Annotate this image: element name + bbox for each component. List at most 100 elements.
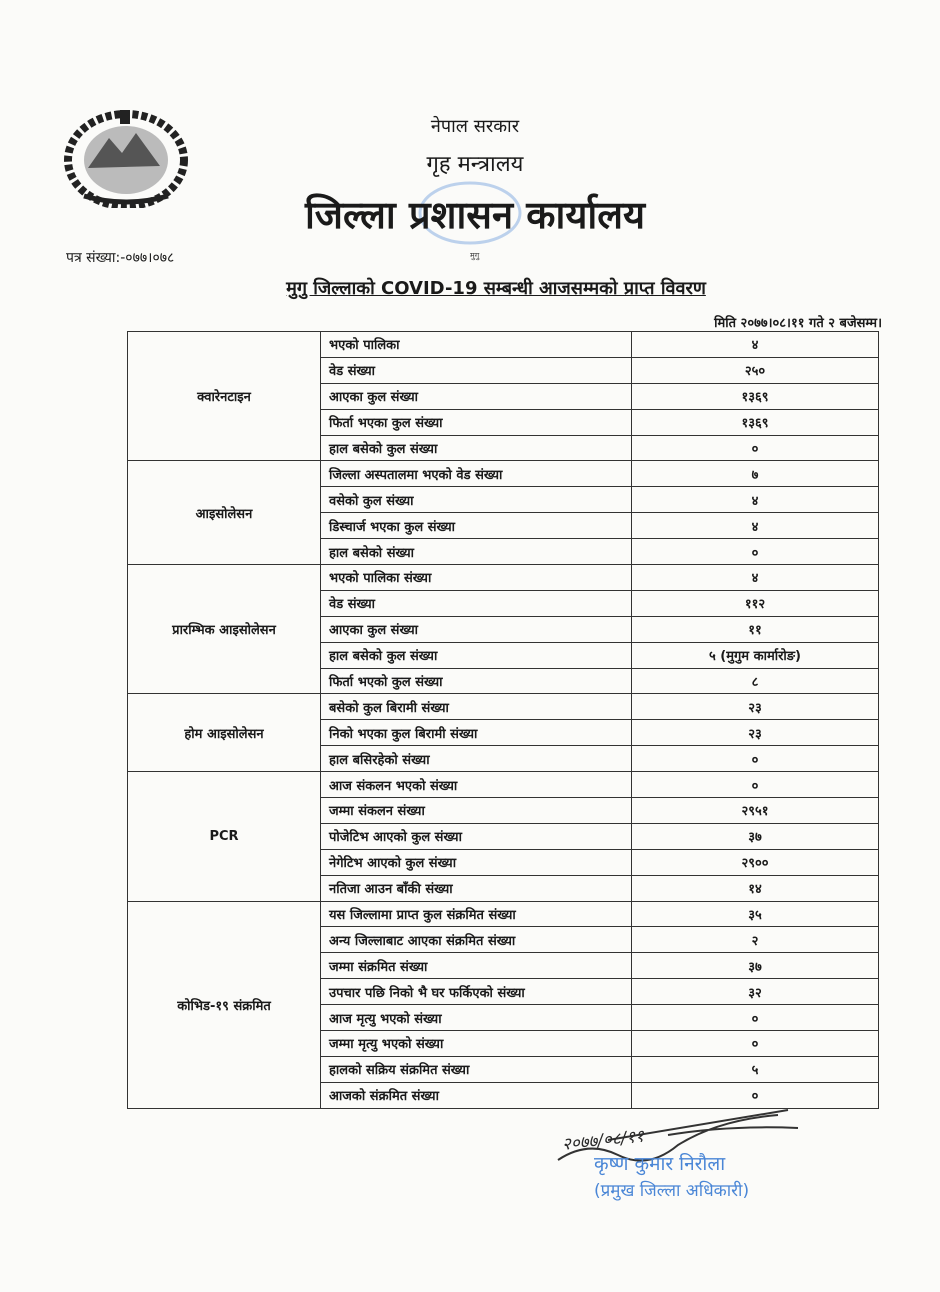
table-row: हाल बसेको कुल संख्या ० bbox=[128, 434, 879, 462]
office-seal-stamp bbox=[418, 181, 522, 245]
reference-number: पत्र संख्या:-०७७।०७८ bbox=[66, 250, 175, 266]
row-value: ० bbox=[631, 434, 879, 462]
row-value: ० bbox=[631, 771, 879, 799]
row-value: ० bbox=[631, 1030, 879, 1057]
row-label: उपचार पछि निको भै घर फर्किएको संख्या bbox=[320, 978, 632, 1006]
row-label: आज संकलन भएको संख्या bbox=[320, 771, 632, 799]
table-row: PCR आज संकलन भएको संख्या ० bbox=[127, 771, 879, 902]
signatory-name: कृष्ण कुमार निरौला bbox=[594, 1153, 726, 1175]
table-row: आज मृत्यु भएको संख्या ० bbox=[128, 1004, 879, 1032]
row-value: ३२ bbox=[631, 978, 879, 1006]
row-value: ४ bbox=[631, 512, 879, 540]
row-label: फिर्ता भएका कुल संख्या bbox=[320, 408, 632, 436]
table-row: हाल बसेको संख्या ० bbox=[128, 538, 879, 566]
row-value: १३६९ bbox=[631, 382, 879, 410]
row-label: यस जिल्लामा प्राप्त कुल संक्रमित संख्या bbox=[320, 900, 632, 928]
row-label: हालको सक्रिय संक्रमित संख्या bbox=[320, 1055, 632, 1083]
row-value: ० bbox=[631, 1004, 879, 1032]
row-label: भएको पालिका bbox=[320, 331, 632, 358]
row-value: ० bbox=[631, 745, 879, 773]
row-label: नतिजा आउन बाँकी संख्या bbox=[320, 874, 632, 902]
row-label: वेड संख्या bbox=[320, 589, 632, 617]
group-name: क्वारेनटाइन bbox=[127, 330, 321, 462]
group-name: PCR bbox=[127, 771, 321, 902]
row-label: हाल बसेको कुल संख्या bbox=[320, 641, 632, 669]
report-date: मिति २०७७।०८।११ गते २ बजेसम्म। bbox=[714, 316, 882, 331]
row-label: जिल्ला अस्पतालमा भएको वेड संख्या bbox=[320, 460, 632, 488]
table-row: जम्मा संकलन संख्या २९५१ bbox=[128, 797, 879, 824]
ministry-name: गृह मन्त्रालय bbox=[426, 152, 524, 177]
covid-summary-table: क्वारेनटाइन भएको पालिका ४ वेड संख्या २५० आएका… bbox=[127, 330, 879, 1109]
table-row: होम आइसोलेसन बसेको कुल बिरामी संख्या २३ bbox=[127, 693, 879, 773]
row-label: नेगेटिभ आएको कुल संख्या bbox=[320, 848, 632, 876]
row-value: १३६९ bbox=[631, 408, 879, 436]
row-label: पोजेटिभ आएको कुल संख्या bbox=[320, 822, 632, 850]
row-value: ४ bbox=[631, 564, 879, 591]
table-row: जम्मा मृत्यु भएको संख्या ० bbox=[128, 1030, 879, 1057]
row-value: ४ bbox=[631, 486, 879, 514]
row-label: आजको संक्रमित संख्या bbox=[320, 1081, 632, 1109]
table-row: क्वारेनटाइन भएको पालिका ४ bbox=[127, 330, 879, 462]
row-label: आएका कुल संख्या bbox=[320, 615, 632, 643]
nepal-government-emblem bbox=[64, 110, 188, 208]
document-title: मुगु जिल्लाको COVID-19 सम्बन्धी आजसम्मको… bbox=[286, 278, 706, 299]
row-value: २९०० bbox=[631, 848, 879, 876]
signatory-designation: (प्रमुख जिल्ला अधिकारी) bbox=[594, 1181, 750, 1201]
group-name: प्रारम्भिक आइसोलेसन bbox=[127, 564, 321, 695]
table-row: पोजेटिभ आएको कुल संख्या ३७ bbox=[128, 822, 879, 850]
row-label: हाल बसेको संख्या bbox=[320, 538, 632, 566]
table-row: प्रारम्भिक आइसोलेसन भएको पालिका संख्या ४ bbox=[127, 564, 879, 695]
row-label: फिर्ता भएको कुल संख्या bbox=[320, 667, 632, 695]
table-row: अन्य जिल्लाबाट आएका संक्रमित संख्या २ bbox=[128, 926, 879, 954]
row-value: ८ bbox=[631, 667, 879, 695]
table-row: नतिजा आउन बाँकी संख्या १४ bbox=[128, 874, 879, 902]
table-row: वेड संख्या ११२ bbox=[128, 589, 879, 617]
table-row: आजको संक्रमित संख्या ० bbox=[128, 1081, 879, 1109]
row-value: ३५ bbox=[631, 900, 879, 928]
row-label: आज मृत्यु भएको संख्या bbox=[320, 1004, 632, 1032]
row-value: ४ bbox=[631, 331, 879, 358]
group-name: कोभिड-१९ संक्रमित bbox=[127, 900, 321, 1109]
row-value: ० bbox=[631, 538, 879, 566]
row-label: जम्मा संकलन संख्या bbox=[320, 797, 632, 824]
table-row: आइसोलेसन जिल्ला अस्पतालमा भएको वेड संख्या… bbox=[127, 460, 879, 566]
table-row: डिस्चार्ज भएका कुल संख्या ४ bbox=[128, 512, 879, 540]
table-row: निको भएका कुल बिरामी संख्या २३ bbox=[128, 719, 879, 747]
row-label: जम्मा मृत्यु भएको संख्या bbox=[320, 1030, 632, 1057]
row-value: ० bbox=[631, 1081, 879, 1109]
row-value: ५ (मुगुम कार्मारोङ) bbox=[631, 641, 879, 669]
row-label: बसेको कुल बिरामी संख्या bbox=[320, 693, 632, 721]
table-row: कोभिड-१९ संक्रमित यस जिल्लामा प्राप्त कुल… bbox=[127, 900, 879, 1109]
government-name: नेपाल सरकार bbox=[430, 116, 520, 137]
row-label: निको भएका कुल बिरामी संख्या bbox=[320, 719, 632, 747]
office-name: जिल्ला प्रशासन कार्यालय bbox=[304, 193, 646, 237]
row-value: १४ bbox=[631, 874, 879, 902]
row-label: हाल बसिरहेको संख्या bbox=[320, 745, 632, 773]
row-value: ७ bbox=[631, 460, 879, 488]
group-name: आइसोलेसन bbox=[127, 460, 321, 566]
seal-place: मुगु bbox=[470, 251, 480, 260]
row-value: २३ bbox=[631, 693, 879, 721]
row-label: डिस्चार्ज भएका कुल संख्या bbox=[320, 512, 632, 540]
row-label: अन्य जिल्लाबाट आएका संक्रमित संख्या bbox=[320, 926, 632, 954]
row-label: आएका कुल संख्या bbox=[320, 382, 632, 410]
table-row: आएका कुल संख्या १३६९ bbox=[128, 382, 879, 410]
row-value: ११२ bbox=[631, 589, 879, 617]
table-row: वसेको कुल संख्या ४ bbox=[128, 486, 879, 514]
row-value: ११ bbox=[631, 615, 879, 643]
row-value: २९५१ bbox=[631, 797, 879, 824]
table-row: हाल बसिरहेको संख्या ० bbox=[128, 745, 879, 773]
row-value: २५० bbox=[631, 356, 879, 384]
row-value: २३ bbox=[631, 719, 879, 747]
row-label: जम्मा संक्रमित संख्या bbox=[320, 952, 632, 980]
row-label: हाल बसेको कुल संख्या bbox=[320, 434, 632, 462]
row-value: ३७ bbox=[631, 952, 879, 980]
handwritten-signature bbox=[557, 1109, 799, 1162]
row-value: ५ bbox=[631, 1055, 879, 1083]
group-name: होम आइसोलेसन bbox=[127, 693, 321, 773]
row-label: वसेको कुल संख्या bbox=[320, 486, 632, 514]
row-label: भएको पालिका संख्या bbox=[320, 564, 632, 591]
row-value: २ bbox=[631, 926, 879, 954]
row-value: ३७ bbox=[631, 822, 879, 850]
row-label: वेड संख्या bbox=[320, 356, 632, 384]
